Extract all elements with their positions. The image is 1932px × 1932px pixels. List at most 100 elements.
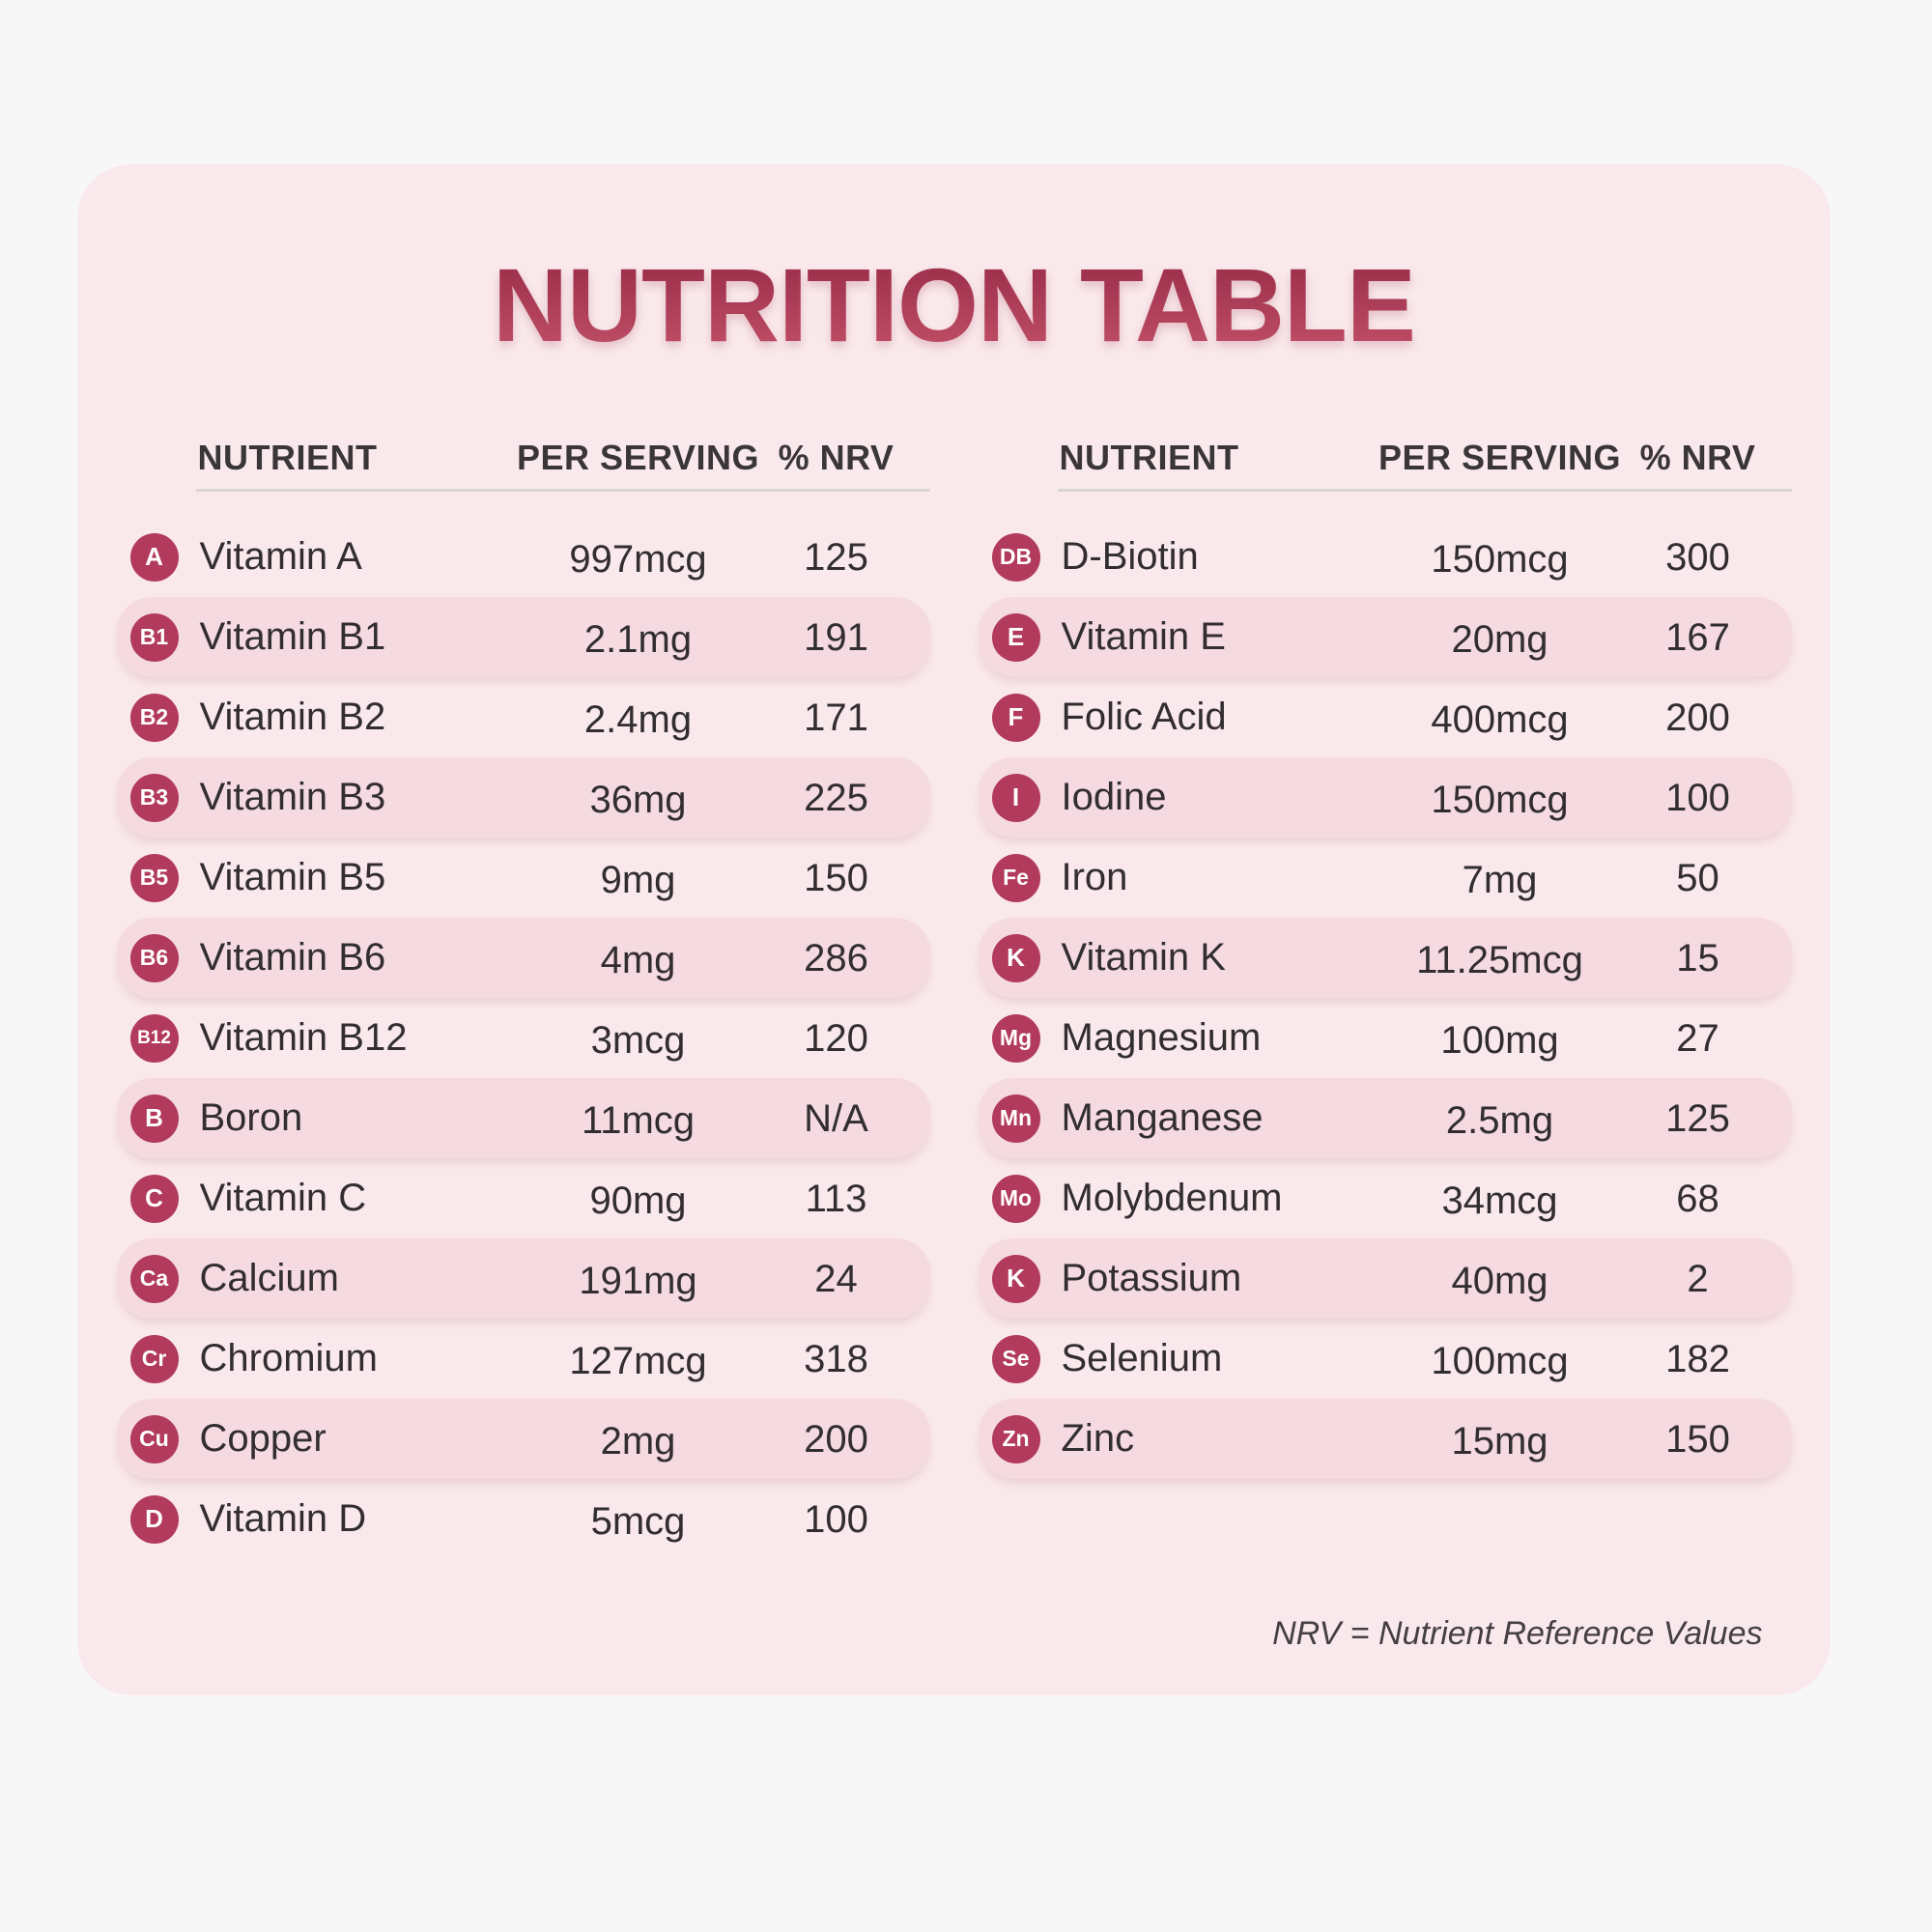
per-serving-value: 100mcg <box>1431 1340 1569 1382</box>
nutrient-badge: B1 <box>129 612 179 662</box>
table-header: NUTRIENT PER SERVING % NRV <box>979 437 1792 479</box>
nutrient-badge: B12 <box>129 1013 179 1063</box>
nrv-value: 113 <box>805 1178 867 1220</box>
nutrition-card: NUTRITION TABLE NUTRIENT PER SERVING % N… <box>77 164 1831 1695</box>
nutrient-name-cell: Mg Magnesium <box>979 1013 1365 1063</box>
nutrient-badge: B5 <box>129 853 179 902</box>
per-serving-value: 15mg <box>1451 1420 1548 1463</box>
column-header-per-serving: PER SERVING <box>517 438 759 477</box>
nutrient-name-cell: Ca Calcium <box>117 1254 503 1303</box>
per-serving-value: 90mg <box>589 1179 687 1222</box>
table-row: Fe Iron 7mg 50 <box>979 838 1792 918</box>
nutrient-badge: DB <box>991 532 1040 582</box>
per-serving-value: 150mcg <box>1431 779 1569 821</box>
table-row: Zn Zinc 15mg 150 <box>978 1399 1792 1479</box>
nutrient-name: Vitamin B1 <box>199 615 386 658</box>
nutrient-name: Folic Acid <box>1061 696 1227 738</box>
table-row: Mn Manganese 2.5mg 125 <box>978 1078 1792 1158</box>
nutrient-name: Vitamin E <box>1061 615 1226 658</box>
nutrient-name-cell: D Vitamin D <box>117 1494 503 1544</box>
nutrient-name-cell: Cr Chromium <box>117 1334 503 1383</box>
nutrient-name: Vitamin B3 <box>199 776 386 818</box>
table-row: I Iodine 150mcg 100 <box>978 757 1792 838</box>
nutrient-name: Iron <box>1061 856 1128 898</box>
nutrient-badge: B <box>129 1094 179 1143</box>
nrv-value: 150 <box>1665 1418 1730 1461</box>
nutrient-name: Vitamin C <box>199 1177 367 1219</box>
nutrient-name: Vitamin B12 <box>199 1016 408 1059</box>
table-row: DB D-Biotin 150mcg 300 <box>979 517 1792 597</box>
table-row: B3 Vitamin B3 36mg 225 <box>116 757 930 838</box>
nutrient-name: Vitamin A <box>199 535 362 578</box>
per-serving-value: 2.5mg <box>1445 1099 1554 1142</box>
per-serving-value: 2.1mg <box>583 618 693 661</box>
column-header-nutrient: NUTRIENT <box>197 438 378 477</box>
nutrient-name: Vitamin K <box>1061 936 1226 979</box>
nutrient-badge: Zn <box>991 1414 1040 1463</box>
table-row: B6 Vitamin B6 4mg 286 <box>116 918 930 998</box>
nutrient-name-cell: K Vitamin K <box>979 933 1365 982</box>
nutrient-name-cell: K Potassium <box>979 1254 1365 1303</box>
per-serving-value: 150mcg <box>1431 538 1569 581</box>
per-serving-value: 2mg <box>600 1420 676 1463</box>
nrv-value: 318 <box>804 1338 868 1380</box>
nutrient-name-cell: B3 Vitamin B3 <box>117 773 503 822</box>
nutrient-name: Vitamin B6 <box>199 936 386 979</box>
table-row: Se Selenium 100mcg 182 <box>979 1319 1792 1399</box>
table-row: Cu Copper 2mg 200 <box>116 1399 930 1479</box>
nutrient-badge: I <box>991 773 1040 822</box>
per-serving-value: 191mg <box>579 1260 697 1302</box>
nutrient-badge: Cu <box>129 1414 179 1463</box>
nutrient-name: Vitamin B2 <box>199 696 386 738</box>
nrv-value: 286 <box>804 937 868 980</box>
nrv-value: 167 <box>1665 616 1730 659</box>
nrv-value: 50 <box>1676 857 1719 899</box>
table-row: Ca Calcium 191mg 24 <box>116 1238 930 1319</box>
per-serving-value: 4mg <box>600 939 676 981</box>
nrv-value: 2 <box>1687 1258 1709 1300</box>
per-serving-value: 400mcg <box>1431 698 1569 741</box>
nutrient-badge: K <box>991 1254 1040 1303</box>
nutrient-badge: B6 <box>129 933 179 982</box>
table-row: B12 Vitamin B12 3mcg 120 <box>117 998 930 1078</box>
nrv-value: 24 <box>814 1258 858 1300</box>
nutrient-badge: Mg <box>991 1013 1040 1063</box>
nrv-footnote: NRV = Nutrient Reference Values <box>1272 1615 1763 1652</box>
nrv-value: 200 <box>1665 696 1730 739</box>
nutrient-badge: Cr <box>129 1334 179 1383</box>
nrv-value: 15 <box>1676 937 1719 980</box>
nrv-value: 225 <box>804 777 868 819</box>
nutrient-name: Zinc <box>1061 1417 1135 1460</box>
table-rows: DB D-Biotin 150mcg 300 E Vitamin E 20mg … <box>978 517 1792 1479</box>
nutrient-badge: A <box>129 532 179 582</box>
nrv-value: 182 <box>1665 1338 1730 1380</box>
nutrient-name-cell: B1 Vitamin B1 <box>117 612 503 662</box>
per-serving-value: 5mcg <box>590 1500 686 1543</box>
nutrient-name-cell: B Boron <box>117 1094 503 1143</box>
header-divider <box>1057 489 1792 492</box>
table-row: F Folic Acid 400mcg 200 <box>979 677 1792 757</box>
nutrient-name-cell: Fe Iron <box>979 853 1365 902</box>
nutrient-name: Potassium <box>1061 1257 1242 1299</box>
nutrient-name-cell: Cu Copper <box>117 1414 503 1463</box>
nutrient-name-cell: E Vitamin E <box>979 612 1365 662</box>
table-row: B2 Vitamin B2 2.4mg 171 <box>117 677 930 757</box>
per-serving-value: 997mcg <box>569 538 707 581</box>
table-row: E Vitamin E 20mg 167 <box>978 597 1792 677</box>
nutrient-name-cell: Se Selenium <box>979 1334 1365 1383</box>
per-serving-value: 2.4mg <box>583 698 693 741</box>
nutrient-badge: C <box>129 1174 179 1223</box>
nrv-value: 100 <box>1665 777 1730 819</box>
per-serving-value: 127mcg <box>569 1340 707 1382</box>
nutrient-badge: K <box>991 933 1040 982</box>
table-row: D Vitamin D 5mcg 100 <box>117 1479 930 1559</box>
nutrient-name: Manganese <box>1061 1096 1264 1139</box>
per-serving-value: 100mg <box>1440 1019 1559 1062</box>
column-header-nrv: % NRV <box>1639 438 1756 477</box>
table-row: C Vitamin C 90mg 113 <box>117 1158 930 1238</box>
per-serving-value: 7mg <box>1462 859 1538 901</box>
per-serving-value: 11mcg <box>581 1099 696 1142</box>
nrv-value: 100 <box>804 1498 868 1541</box>
nrv-value: 191 <box>804 616 868 659</box>
nutrient-name: D-Biotin <box>1061 535 1199 578</box>
